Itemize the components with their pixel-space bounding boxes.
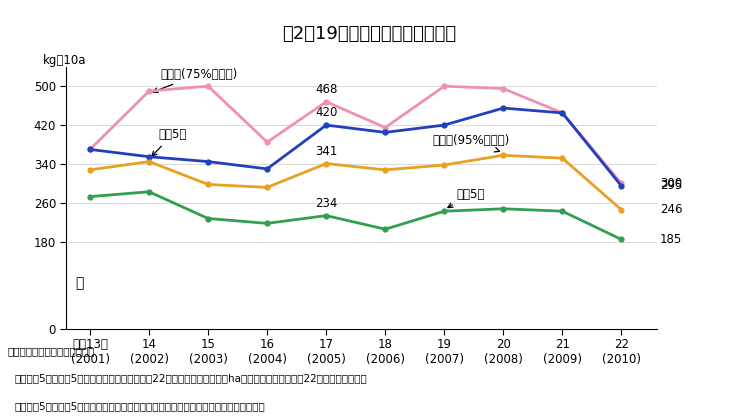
Text: 資料：農林水産省「作物統計」: 資料：農林水産省「作物統計」 (7, 346, 95, 356)
Text: 468: 468 (315, 83, 337, 96)
Text: 300: 300 (660, 177, 682, 190)
Text: kg／10a: kg／10a (43, 54, 86, 67)
Text: 295: 295 (660, 179, 682, 192)
Text: 注：上何5県、下何5県の単収については、平成22年産の作付面積が１千ha以上の県のうち、平成22年産の平均収量の: 注：上何5県、下何5県の単収については、平成22年産の作付面積が１千ha以上の県… (15, 374, 368, 383)
Text: 341: 341 (315, 145, 337, 158)
Text: ～: ～ (75, 276, 83, 290)
Text: 246: 246 (660, 203, 682, 216)
Text: 図2－19　国産小麦の単収の推移: 図2－19 国産小麦の単収の推移 (282, 25, 456, 43)
Text: 北海道(75%が畜地): 北海道(75%が畜地) (153, 68, 238, 93)
Text: 下何5県: 下何5県 (448, 188, 484, 208)
Text: 185: 185 (660, 233, 682, 246)
Text: 上何5県、下何5県の作付面積、収穫量をそれぞれの年次で合計することにより算出: 上何5県、下何5県の作付面積、収穫量をそれぞれの年次で合計することにより算出 (15, 401, 266, 411)
Text: 上何5県: 上何5県 (152, 128, 186, 156)
Text: 420: 420 (315, 106, 337, 119)
Text: 234: 234 (315, 197, 337, 210)
Text: 都府県(95%が田地): 都府県(95%が田地) (432, 134, 510, 152)
